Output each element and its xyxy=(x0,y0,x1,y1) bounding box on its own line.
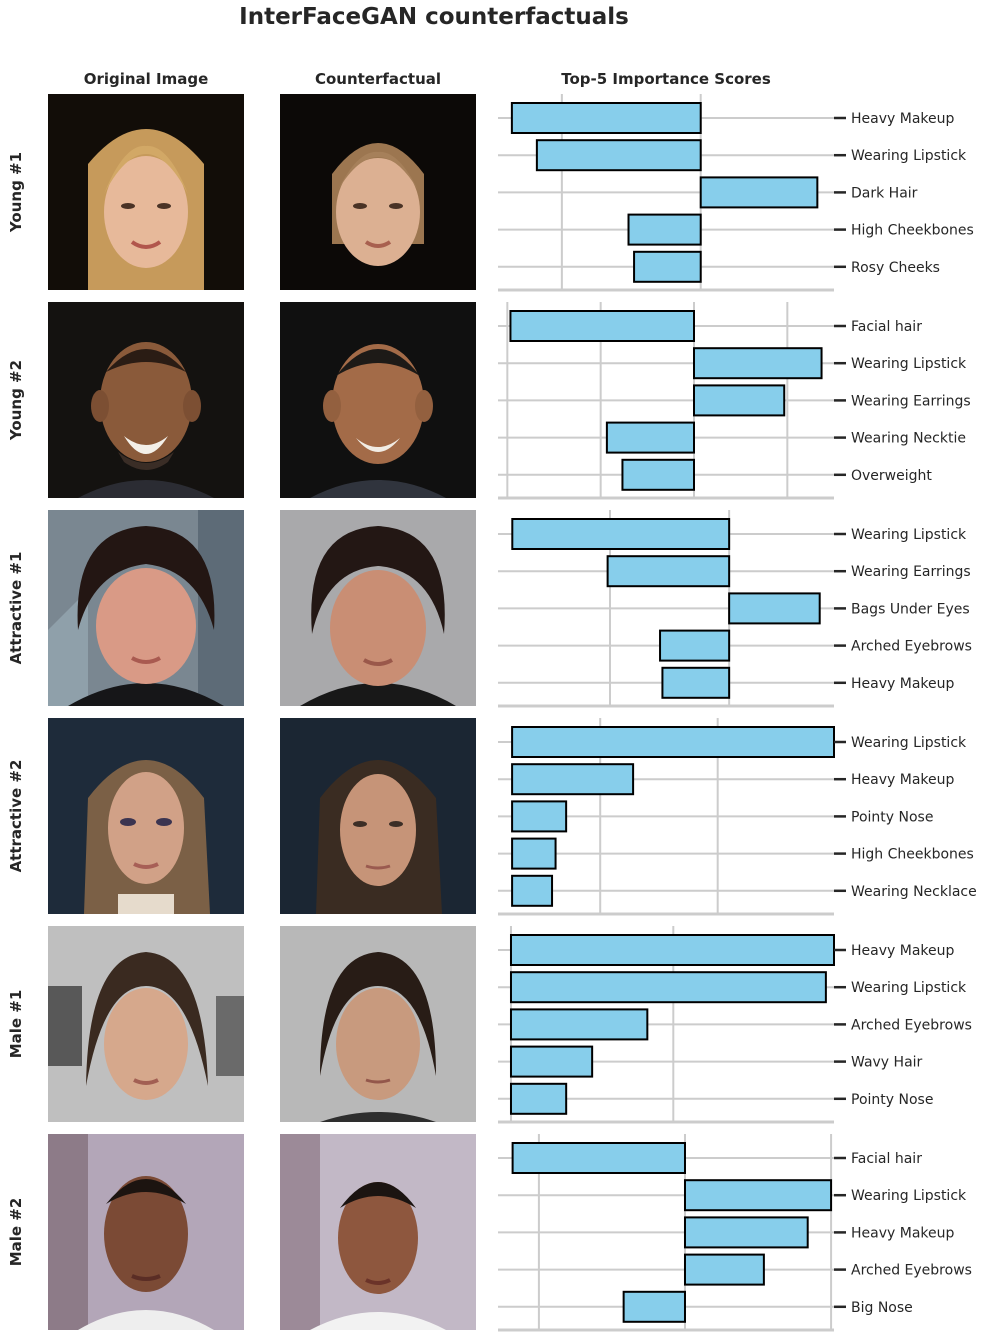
y-tick-label: Facial hair xyxy=(851,319,922,335)
bar xyxy=(511,874,554,907)
importance-chart-attractive-1: Wearing Lipstick Wearing Earrings Bags Und… xyxy=(494,510,986,716)
y-tick-label: Facial hair xyxy=(851,1151,922,1167)
counterfactual-image-male-2 xyxy=(280,1134,476,1330)
y-tick-label: Wearing Earrings xyxy=(851,564,971,580)
bar xyxy=(728,592,821,625)
importance-chart-male-1: Heavy Makeup Wearing Lipstick Arched Eyebr… xyxy=(494,926,986,1132)
column-header-scores: Top-5 Importance Scores xyxy=(561,70,771,88)
bar xyxy=(535,139,702,172)
bar xyxy=(606,555,731,588)
bar xyxy=(509,971,827,1004)
y-tick-label: Heavy Makeup xyxy=(851,1225,954,1241)
counterfactual-image-attractive-2 xyxy=(280,718,476,914)
y-tick-label: Wearing Lipstick xyxy=(851,527,967,543)
y-tick-label: Heavy Makeup xyxy=(851,111,954,127)
counterfactual-image-young-1 xyxy=(280,94,476,290)
counterfactual-image-attractive-1 xyxy=(280,510,476,706)
bar xyxy=(510,102,702,134)
bar xyxy=(659,629,731,662)
bar xyxy=(627,213,702,246)
y-tick-label: Dark Hair xyxy=(851,185,918,201)
bar xyxy=(661,666,731,699)
bar xyxy=(511,1142,686,1174)
y-tick-label: Wearing Lipstick xyxy=(851,148,967,164)
original-image-attractive-2 xyxy=(48,718,244,914)
figure-title: InterFaceGAN counterfactuals xyxy=(239,4,629,30)
counterfactual-image-male-1 xyxy=(280,926,476,1122)
y-tick-label: Heavy Makeup xyxy=(851,772,954,788)
bar xyxy=(509,1008,649,1041)
importance-chart-male-2: Facial hair Wearing Lipstick Heavy Makeup A… xyxy=(494,1134,986,1340)
y-tick-label: Wearing Lipstick xyxy=(851,735,967,751)
y-tick-label: Pointy Nose xyxy=(851,809,933,825)
y-tick-label: Wearing Lipstick xyxy=(851,1188,967,1204)
bar xyxy=(621,458,695,491)
bar xyxy=(509,1045,594,1078)
original-image-male-2 xyxy=(48,1134,244,1330)
y-tick-label: Wearing Lipstick xyxy=(851,356,967,372)
bar xyxy=(509,310,696,342)
bar xyxy=(699,176,819,209)
y-tick-label: Pointy Nose xyxy=(851,1092,933,1108)
y-tick-label: Wavy Hair xyxy=(851,1055,923,1071)
y-tick-label: Big Nose xyxy=(851,1300,913,1316)
original-image-attractive-1 xyxy=(48,510,244,706)
importance-chart-attractive-2: Wearing Lipstick Heavy Makeup Pointy Nose H… xyxy=(494,718,986,924)
column-header-original: Original Image xyxy=(83,70,209,88)
y-tick-label: Heavy Makeup xyxy=(851,676,954,692)
bar xyxy=(693,384,786,417)
bar xyxy=(511,518,731,550)
bar xyxy=(509,934,836,966)
original-image-young-2 xyxy=(48,302,244,498)
y-tick-label: High Cheekbones xyxy=(851,847,974,863)
bar xyxy=(622,1290,686,1323)
y-tick-label: Arched Eyebrows xyxy=(851,639,972,655)
y-tick-label: Wearing Necklace xyxy=(851,884,977,900)
y-tick-label: Arched Eyebrows xyxy=(851,1017,972,1033)
bar xyxy=(511,726,836,758)
y-tick-label: Wearing Earrings xyxy=(851,393,971,409)
counterfactual-image-young-2 xyxy=(280,302,476,498)
bar xyxy=(511,837,557,870)
importance-chart-young-1: Heavy Makeup Wearing Lipstick Dark Hair Hig… xyxy=(494,94,986,300)
column-header-counterfactual: Counterfactual xyxy=(314,70,442,88)
y-tick-label: Wearing Necktie xyxy=(851,431,966,447)
original-image-male-1 xyxy=(48,926,244,1122)
importance-chart-young-2: Facial hair Wearing Lipstick Wearing Earri… xyxy=(494,302,986,508)
bar xyxy=(605,421,695,454)
bar xyxy=(511,763,635,796)
original-image-young-1 xyxy=(48,94,244,290)
y-tick-label: Rosy Cheeks xyxy=(851,260,940,276)
bar xyxy=(633,250,702,283)
y-tick-label: Overweight xyxy=(851,468,932,484)
y-tick-label: High Cheekbones xyxy=(851,223,974,239)
bar xyxy=(693,347,823,380)
y-tick-label: Arched Eyebrows xyxy=(851,1263,972,1279)
y-tick-label: Heavy Makeup xyxy=(851,943,954,959)
bar xyxy=(683,1216,809,1249)
y-tick-label: Wearing Lipstick xyxy=(851,980,967,996)
bar xyxy=(683,1179,833,1212)
bar xyxy=(511,800,568,833)
bar xyxy=(509,1082,568,1115)
y-tick-label: Bags Under Eyes xyxy=(851,601,970,617)
bar xyxy=(683,1253,765,1286)
